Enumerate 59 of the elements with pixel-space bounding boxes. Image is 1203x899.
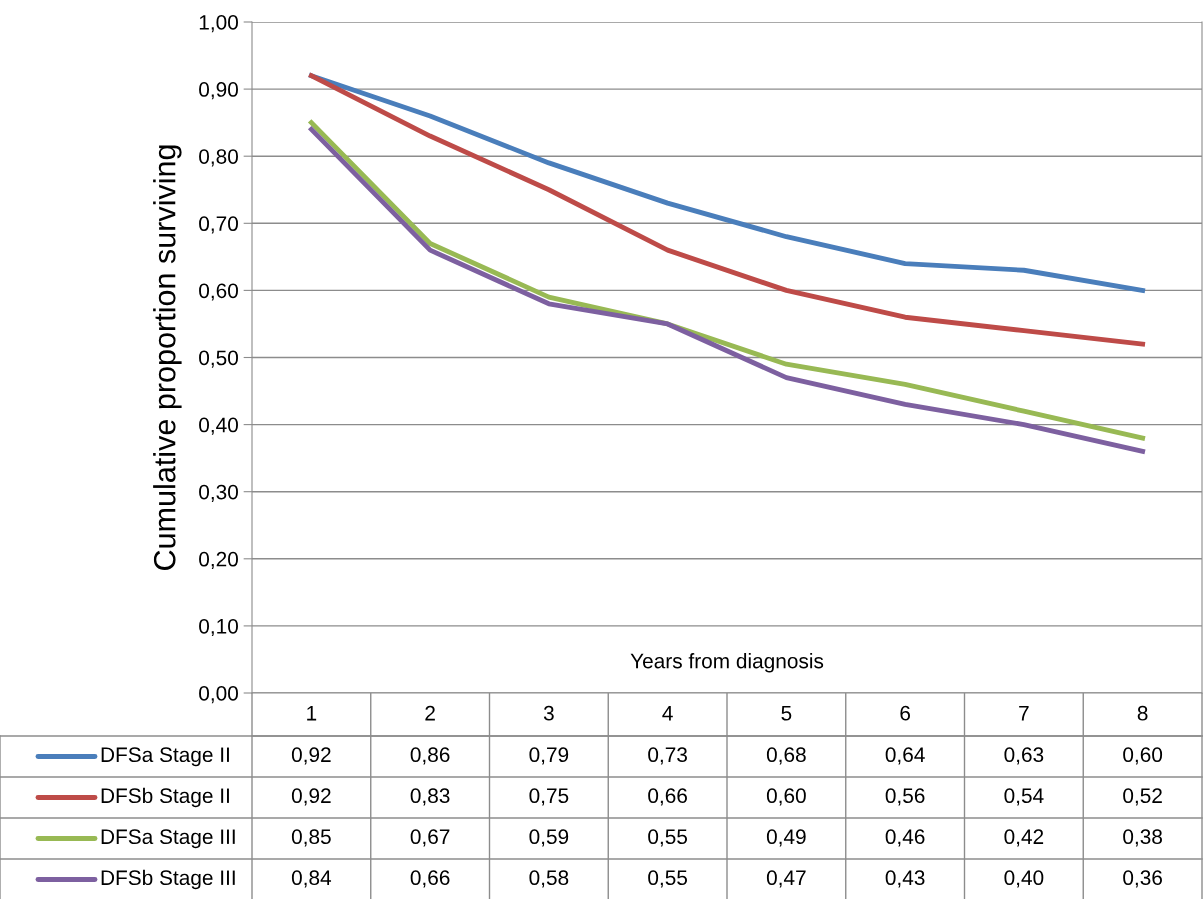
- y-axis-title: Cumulative proportion surviving: [153, 145, 182, 570]
- data-label: 0,68: [766, 747, 806, 765]
- y-tick-label: 1,00: [199, 15, 238, 33]
- legend-label: DFSa Stage II: [101, 747, 229, 767]
- data-label: 0,43: [885, 870, 925, 888]
- data-label: 0,55: [648, 829, 688, 847]
- data-label: 0,49: [766, 829, 806, 847]
- data-label: 0,64: [885, 747, 925, 765]
- y-tick-label: 0,20: [199, 551, 238, 570]
- line-series: [308, 73, 1146, 347]
- data-label: 0,60: [766, 788, 806, 806]
- data-label: 0,86: [410, 747, 450, 765]
- data-label: 0,36: [1123, 870, 1162, 888]
- data-label: 0,73: [648, 747, 687, 765]
- data-label: 0,79: [529, 747, 569, 765]
- data-label: 0,67: [410, 829, 450, 847]
- data-label: 0,47: [766, 870, 806, 888]
- y-tick-label: 0,80: [199, 149, 238, 167]
- data-label: 0,84: [291, 870, 332, 888]
- x-tick-label: 6: [900, 705, 910, 721]
- data-label: 0,66: [410, 870, 450, 888]
- data-label: 0,46: [885, 829, 925, 847]
- y-tick-label: 0,60: [199, 283, 238, 301]
- data-label: 0,63: [1004, 747, 1044, 765]
- data-label: 0,38: [1123, 829, 1162, 847]
- data-label: 0,55: [648, 870, 688, 888]
- y-tick-label: 0,50: [199, 350, 238, 368]
- line-series: [308, 73, 1146, 293]
- x-tick-label: 8: [1137, 705, 1148, 721]
- legend-label: DFSb Stage II: [101, 787, 229, 808]
- data-label: 0,58: [529, 870, 569, 888]
- x-tick-label: 5: [781, 706, 792, 721]
- data-label: 0,83: [410, 788, 450, 806]
- data-label: 0,66: [648, 788, 687, 806]
- data-label: 0,59: [529, 829, 569, 847]
- y-tick-label: 0,00: [199, 686, 238, 704]
- data-label: 0,56: [885, 788, 925, 806]
- data-label: 0,42: [1004, 829, 1044, 847]
- data-label: 0,75: [529, 788, 569, 806]
- y-tick-label: 0,40: [199, 417, 238, 435]
- data-label: 0,60: [1123, 747, 1163, 765]
- x-tick-label: 7: [1019, 706, 1029, 721]
- y-tick-label: 0,70: [199, 216, 238, 234]
- x-tick-label: 1: [307, 706, 317, 721]
- y-tick-label: 0,30: [199, 484, 238, 502]
- legend-label: DFSb Stage III: [101, 869, 235, 890]
- data-label: 0,52: [1123, 788, 1162, 806]
- y-tick-label: 0,90: [199, 82, 238, 100]
- x-tick-label: 2: [425, 705, 435, 721]
- x-tick-label: 4: [662, 706, 673, 721]
- x-tick-label: 3: [543, 705, 554, 721]
- data-label: 0,85: [291, 829, 331, 847]
- data-label: 0,92: [291, 788, 331, 806]
- data-label: 0,92: [291, 747, 331, 765]
- y-tick-label: 0,10: [199, 618, 238, 637]
- legend-label: DFSa Stage III: [101, 829, 235, 849]
- data-label: 0,54: [1004, 788, 1044, 806]
- x-axis-title: Years from diagnosis: [630, 653, 824, 673]
- data-label: 0,40: [1004, 870, 1044, 888]
